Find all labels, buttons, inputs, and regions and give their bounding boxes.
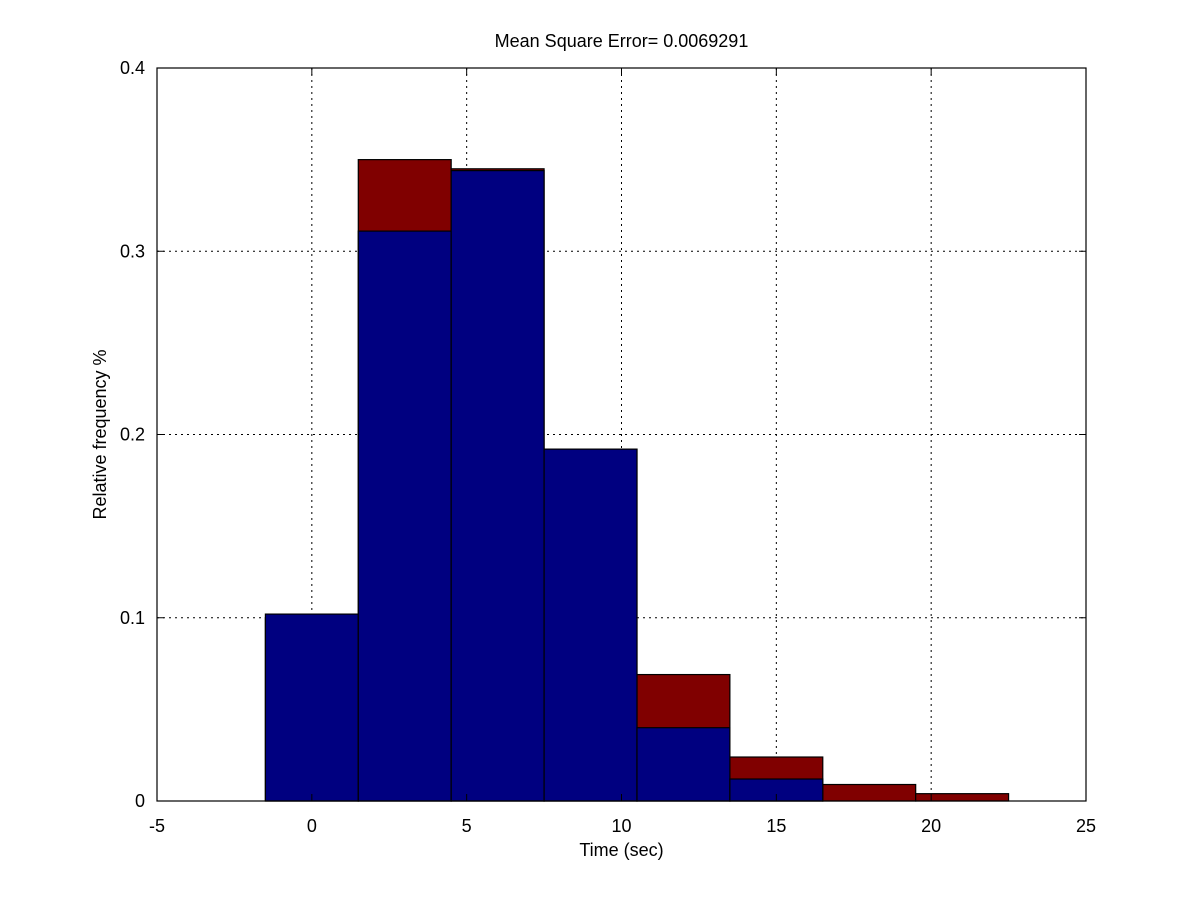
x-axis-label: Time (sec): [579, 840, 663, 860]
x-tick-label: 5: [462, 816, 472, 836]
x-tick-label: 10: [611, 816, 631, 836]
histogram-bar-series-2: [357, 230, 452, 802]
histogram-bar-series-2: [636, 727, 731, 802]
y-tick-label: 0: [135, 791, 145, 811]
histogram-bar-series-2: [264, 613, 359, 802]
y-tick-label: 0.4: [120, 58, 145, 78]
histogram-bar-series-1: [822, 783, 917, 802]
histogram-bar-series-2: [543, 448, 638, 802]
y-tick-label: 0.1: [120, 608, 145, 628]
axis-ticks: [156, 67, 1087, 802]
y-axis-label: Relative frequency %: [90, 349, 110, 519]
x-axis-tick-labels: -5 0 5 10 15 20 25: [149, 816, 1096, 836]
x-tick-label: -5: [149, 816, 165, 836]
x-tick-label: 0: [307, 816, 317, 836]
chart-title: Mean Square Error= 0.0069291: [495, 31, 749, 51]
x-tick-label: 25: [1076, 816, 1096, 836]
y-tick-label: 0.2: [120, 425, 145, 445]
histogram-bar-series-2: [450, 170, 545, 802]
y-axis-tick-labels: 0 0.1 0.2 0.3 0.4: [120, 58, 145, 811]
histogram-bar-series-1: [915, 793, 1010, 802]
x-tick-label: 15: [766, 816, 786, 836]
y-tick-label: 0.3: [120, 241, 145, 261]
histogram-bars: [264, 159, 1010, 802]
x-tick-label: 20: [921, 816, 941, 836]
